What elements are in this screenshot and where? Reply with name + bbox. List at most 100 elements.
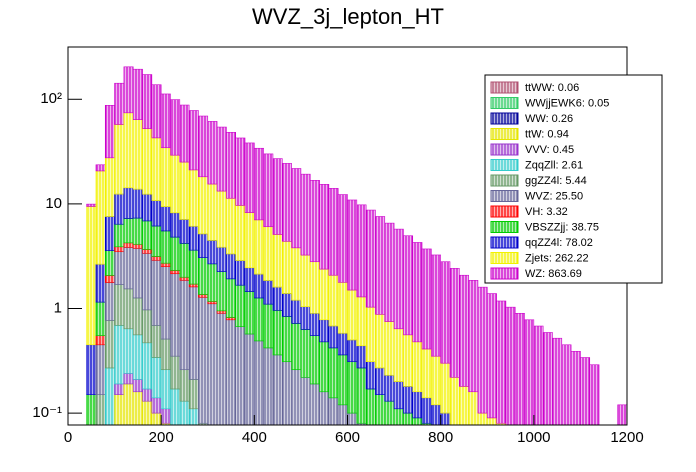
legend-label: VBSZZjj: 38.75 — [525, 221, 599, 233]
legend-swatch — [490, 267, 519, 280]
histogram-bar — [300, 254, 311, 308]
histogram-bar — [170, 273, 181, 357]
histogram-bar — [393, 328, 404, 382]
legend-label: qqZZ4l: 78.02 — [525, 237, 593, 249]
histogram-bar — [114, 284, 125, 326]
histogram-bar — [393, 228, 404, 330]
histogram-bar — [170, 99, 181, 156]
histogram-bar — [421, 397, 432, 424]
legend-swatch — [490, 81, 519, 94]
histogram-bar — [198, 422, 209, 425]
histogram-bar — [300, 377, 311, 425]
histogram-bar — [235, 260, 246, 286]
histogram-bar — [170, 270, 181, 275]
histogram-bar — [95, 301, 106, 336]
histogram-bar — [104, 105, 115, 159]
histogram-bar — [365, 361, 376, 390]
histogram-bar — [375, 314, 386, 369]
histogram-bar — [132, 243, 143, 249]
histogram-bar — [123, 112, 134, 189]
histogram-bar — [86, 344, 97, 396]
histogram-bar — [393, 408, 404, 425]
histogram-bar — [291, 323, 302, 371]
y-tick-label: 10 — [45, 195, 62, 212]
histogram-bar — [151, 225, 162, 257]
histogram-bar — [403, 412, 414, 425]
legend-swatch — [490, 221, 519, 233]
legend-label: VH: 3.32 — [525, 206, 568, 218]
histogram-bar — [132, 217, 143, 245]
histogram-bar — [123, 187, 134, 219]
histogram-bar — [170, 154, 181, 214]
histogram-bar — [496, 422, 507, 425]
histogram-bar — [198, 296, 209, 424]
histogram-bar — [216, 246, 227, 272]
legend-label: ttW: 0.94 — [525, 128, 569, 140]
histogram-bar — [207, 303, 218, 425]
histogram-bar — [319, 319, 330, 343]
histogram-bar — [281, 293, 292, 317]
histogram-bar — [403, 235, 414, 336]
histogram-bar — [95, 344, 106, 396]
histogram-bar — [114, 223, 125, 248]
histogram-bar — [431, 404, 441, 425]
histogram-bar — [365, 388, 376, 425]
histogram-bar — [384, 374, 395, 402]
histogram-bar — [114, 82, 125, 125]
legend-label: VVV: 0.45 — [525, 144, 574, 156]
legend-label: WW: 0.26 — [525, 113, 573, 125]
histogram-bar — [384, 321, 395, 376]
histogram-bar — [337, 332, 348, 356]
histogram-bar — [309, 180, 320, 263]
histogram-bar — [142, 309, 153, 344]
histogram-bar — [179, 219, 190, 244]
histogram-bar — [104, 282, 115, 321]
histogram-bar — [104, 367, 115, 425]
histogram-bar — [412, 242, 423, 343]
histogram-bar — [589, 364, 600, 425]
histogram-bar — [403, 386, 414, 414]
histogram-bar — [124, 429, 133, 430]
histogram-bar — [114, 251, 125, 285]
legend-swatch — [490, 128, 519, 140]
histogram-bar — [123, 383, 134, 425]
histogram-bar — [207, 263, 218, 302]
legend-swatch — [490, 190, 519, 202]
histogram-bar — [254, 147, 264, 221]
histogram-bar — [179, 276, 190, 281]
histogram-bar — [170, 212, 181, 238]
histogram-bar — [151, 137, 162, 201]
legend-swatch — [490, 174, 519, 187]
histogram-bar — [151, 256, 162, 261]
histogram-bar — [235, 137, 246, 206]
histogram-bar — [179, 104, 190, 163]
histogram-bar — [132, 248, 143, 299]
histogram-bar — [114, 124, 125, 195]
histogram-bar — [337, 194, 348, 283]
histogram-bar — [375, 216, 386, 315]
histogram-bar — [226, 132, 236, 199]
histogram-bar — [142, 249, 153, 254]
histogram-bar — [198, 294, 209, 298]
histogram-bar — [216, 271, 227, 312]
legend-swatch — [490, 143, 519, 156]
histogram-bar — [440, 412, 451, 425]
histogram-bar — [123, 247, 134, 290]
histogram-bar — [552, 337, 563, 425]
histogram-bar — [291, 369, 302, 425]
legend-swatch — [490, 112, 519, 125]
histogram-bar — [95, 335, 106, 346]
histogram-bar — [412, 417, 423, 425]
histogram-bar — [458, 274, 469, 387]
histogram-bar — [319, 391, 330, 425]
histogram-bar — [506, 429, 515, 430]
histogram-bar — [198, 176, 209, 235]
histogram-bar — [244, 333, 255, 425]
histogram-bar — [151, 412, 162, 425]
histogram-bar — [449, 268, 460, 378]
histogram-bar — [337, 354, 348, 406]
histogram-bar — [449, 377, 460, 425]
histogram-bar — [179, 161, 190, 220]
histogram-bar — [188, 379, 199, 410]
